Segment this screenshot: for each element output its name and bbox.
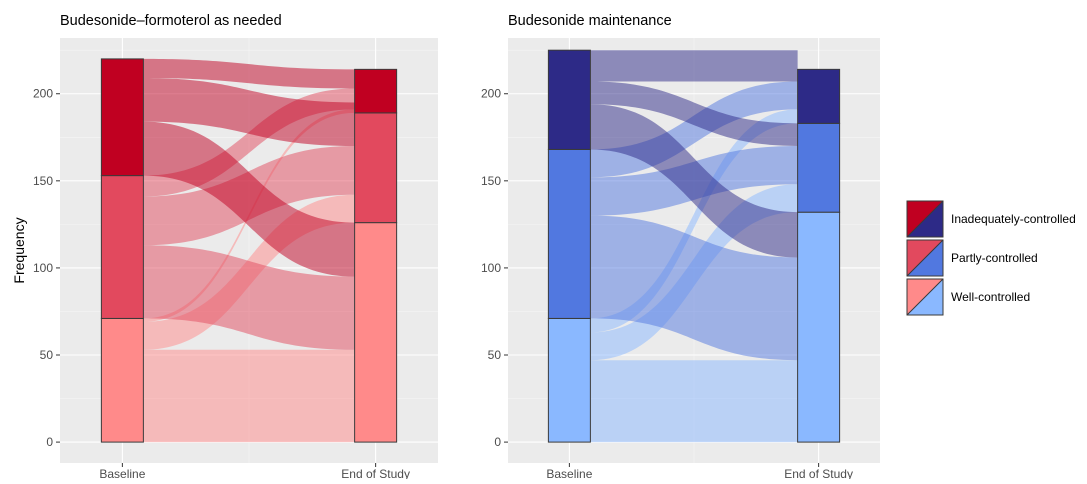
legend-item-inadequately-controlled: Inadequately-controlled — [906, 200, 1076, 238]
y-axis-title: Frequency — [11, 217, 27, 283]
bar-baseline-partly-controlled — [100, 175, 144, 319]
flow-well-controlled-to-inadequately-controlled — [590, 109, 798, 333]
y-tick-label: 150 — [33, 174, 53, 188]
flow-inadequately-controlled-to-inadequately-controlled — [590, 50, 798, 82]
y-tick-label: 50 — [40, 348, 54, 362]
flows — [590, 50, 798, 443]
legend-item-partly-controlled: Partly-controlled — [906, 239, 1038, 277]
bar-baseline-partly-controlled — [547, 148, 591, 319]
legend-item-well-controlled: Well-controlled — [906, 278, 1030, 316]
bar-end-of-study-partly-controlled — [797, 122, 841, 213]
legend-label: Well-controlled — [951, 290, 1030, 304]
legend-key-diagonal — [906, 200, 944, 238]
y-tick-label: 150 — [481, 174, 501, 188]
y-tick-label: 200 — [33, 87, 53, 101]
stack-end-of-study — [354, 68, 398, 443]
y-tick-label: 0 — [494, 435, 501, 449]
flow-inadequately-controlled-to-inadequately-controlled — [143, 58, 355, 89]
y-axis-title-layer: Frequency — [11, 217, 27, 283]
panel-2: 0 50 100 150 200 Baseline End of Study Budesoni… — [481, 13, 880, 481]
flow-inadequately-controlled-to-partly-controlled — [143, 78, 355, 146]
flow-partly-controlled-to-well-controlled — [143, 245, 355, 350]
flow-well-controlled-to-well-controlled — [590, 360, 798, 443]
legend-key-border — [906, 239, 944, 277]
x-tick-label-end-of-study: End of Study — [341, 467, 410, 479]
panel-title: Budesonide–formoterol as needed — [60, 13, 282, 29]
flow-inadequately-controlled-to-well-controlled — [590, 104, 798, 258]
bar-end-of-study-inadequately-controlled — [354, 68, 398, 114]
panel-1: 0 50 100 150 200 Baseline End of Study Budesoni… — [33, 13, 438, 481]
x-tick-label-end-of-study: End of Study — [784, 467, 853, 479]
y-tick-label: 50 — [488, 348, 502, 362]
bar-end-of-study-well-controlled — [797, 211, 841, 443]
legend-key-border — [906, 278, 944, 316]
y-tick-label: 100 — [33, 261, 53, 275]
bar-end-of-study-partly-controlled — [354, 112, 398, 224]
y-tick-label: 0 — [46, 435, 53, 449]
stack-baseline — [547, 49, 591, 443]
flow-partly-controlled-to-well-controlled — [590, 215, 798, 361]
legend-key-border — [906, 200, 944, 238]
flow-inadequately-controlled-to-well-controlled — [143, 121, 355, 277]
legend-key-diagonal — [906, 278, 944, 316]
stack-end-of-study — [797, 68, 841, 443]
bar-baseline-inadequately-controlled — [100, 58, 144, 177]
y-tick-label: 200 — [481, 87, 501, 101]
bar-end-of-study-well-controlled — [354, 222, 398, 443]
legend-label: Partly-controlled — [951, 251, 1038, 265]
bar-baseline-inadequately-controlled — [547, 49, 591, 150]
bar-baseline-well-controlled — [547, 317, 591, 443]
flow-inadequately-controlled-to-partly-controlled — [590, 81, 798, 146]
legend-label: Inadequately-controlled — [951, 212, 1076, 226]
legend: Inadequately-controlled Partly-controlled… — [906, 200, 1076, 316]
x-tick-label-baseline: Baseline — [99, 467, 145, 479]
flows — [143, 58, 355, 443]
flow-well-controlled-to-well-controlled — [143, 349, 355, 443]
stack-baseline — [100, 58, 144, 443]
panel-title: Budesonide maintenance — [508, 13, 672, 29]
panels-layer: 0 50 100 150 200 Baseline End of Study Budesoni… — [33, 13, 880, 481]
bar-end-of-study-inadequately-controlled — [797, 68, 841, 124]
legend-key-diagonal — [906, 239, 944, 277]
y-tick-label: 100 — [481, 261, 501, 275]
bar-baseline-well-controlled — [100, 317, 144, 443]
x-tick-label-baseline: Baseline — [546, 467, 592, 479]
